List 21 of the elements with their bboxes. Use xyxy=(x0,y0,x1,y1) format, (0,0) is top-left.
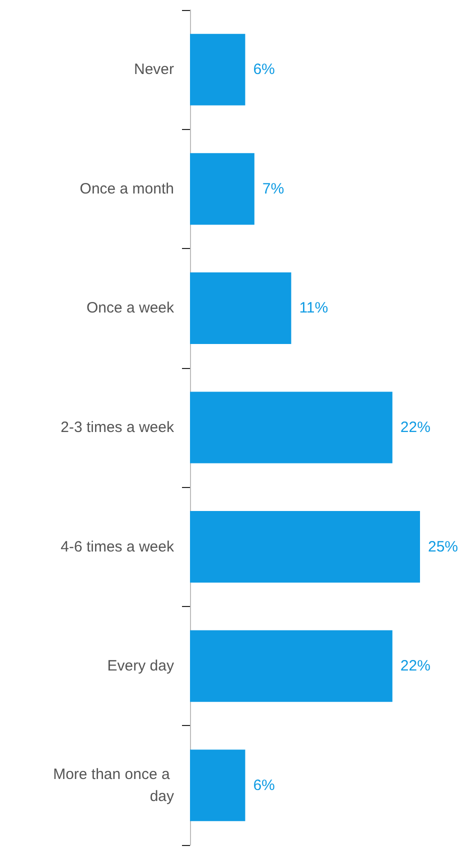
y-tick-label: More than once a day xyxy=(53,766,174,805)
y-tick-label: Once a month xyxy=(80,180,174,198)
y-tick-label: 2-3 times a week xyxy=(60,419,174,436)
bar xyxy=(190,392,392,464)
data-label: 25% xyxy=(428,538,458,556)
bar xyxy=(190,153,254,225)
data-label: 6% xyxy=(253,61,275,78)
bar xyxy=(190,272,292,344)
data-label: 6% xyxy=(253,776,275,794)
bar xyxy=(190,34,246,106)
y-tick-label: Once a week xyxy=(86,300,174,317)
bar xyxy=(190,511,420,583)
data-label: 22% xyxy=(400,419,430,436)
bar xyxy=(190,630,392,702)
data-label: 11% xyxy=(299,300,328,317)
data-label: 7% xyxy=(262,180,284,198)
y-tick-label: 4-6 times a week xyxy=(60,538,174,556)
bar xyxy=(190,750,246,822)
data-label: 22% xyxy=(400,658,430,675)
y-tick-label: Never xyxy=(134,61,174,78)
y-tick-label: Every day xyxy=(107,658,174,675)
